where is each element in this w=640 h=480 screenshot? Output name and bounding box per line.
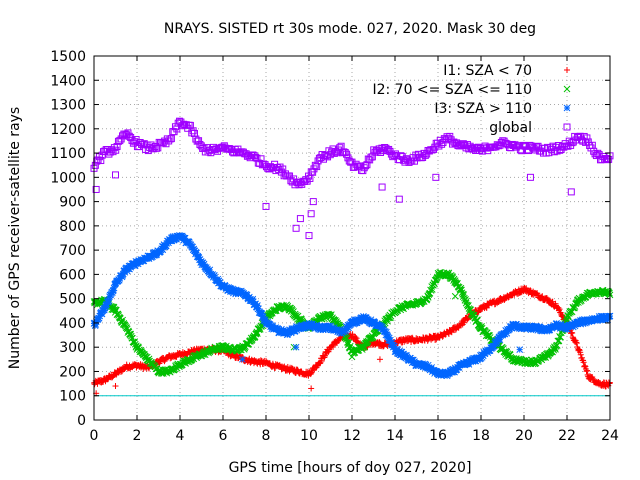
x-tick-label: 4 (176, 428, 185, 444)
point-0 (432, 336, 439, 343)
outlier-point (238, 355, 246, 363)
y-tick-label: 400 (59, 316, 86, 332)
point-0 (308, 369, 315, 376)
outlier-point (378, 183, 386, 191)
grid-lines (94, 56, 610, 420)
y-tick-label: 100 (59, 389, 86, 405)
chart-title: NRAYS. SISTED rt 30s mode. 027, 2020. Ma… (164, 21, 536, 37)
outlier-point (305, 232, 313, 240)
x-tick-label: 24 (601, 428, 619, 444)
x-tick-label: 10 (300, 428, 318, 444)
legend-marker (564, 67, 570, 73)
point-0 (569, 330, 576, 337)
y-tick-label: 0 (77, 413, 86, 429)
legend-label: I1: SZA < 70 (443, 63, 532, 79)
point-0 (577, 351, 584, 358)
y-tick-label: 900 (59, 195, 86, 211)
legend-label: global (489, 120, 532, 136)
point-0 (584, 367, 591, 374)
x-tick-label: 18 (472, 428, 490, 444)
point-0 (461, 319, 468, 326)
legend-label: I3: SZA > 110 (434, 101, 532, 117)
x-tick-label: 12 (343, 428, 361, 444)
x-axis-label: GPS time [hours of doy 027, 2020] (229, 460, 472, 476)
point-1 (131, 338, 139, 345)
y-tick-label: 800 (59, 219, 86, 235)
point-0 (352, 334, 359, 341)
outlier-point (296, 215, 304, 223)
x-tick-label: 6 (219, 428, 228, 444)
y-tick-label: 1500 (50, 49, 86, 65)
y-tick-label: 1200 (50, 122, 86, 138)
point-0 (576, 346, 583, 353)
outlier-point (112, 171, 119, 179)
legend-marker (563, 85, 571, 93)
point-0 (321, 354, 328, 361)
point-0 (580, 359, 587, 366)
outlier-point (395, 195, 403, 203)
x-tick-label: 14 (386, 428, 404, 444)
x-tick-label: 22 (558, 428, 576, 444)
point-0 (527, 287, 534, 294)
y-tick-label: 500 (59, 292, 86, 308)
point-1 (123, 324, 131, 331)
outlier-point (516, 346, 524, 353)
x-tick-label: 20 (515, 428, 533, 444)
point-0 (555, 304, 562, 311)
outlier-point (112, 383, 119, 390)
outlier-point (292, 343, 300, 351)
point-0 (573, 340, 580, 347)
outlier-point (451, 292, 459, 300)
outlier-point (307, 210, 315, 218)
y-tick-label: 200 (59, 364, 86, 380)
point-0 (318, 358, 325, 365)
x-tick-label: 0 (90, 428, 99, 444)
tick-labels: 0 2 4 6 8 10 12 14 16 18 20 22 240100200300400500600… (50, 49, 619, 444)
y-tick-label: 1300 (50, 98, 86, 114)
point-0 (582, 363, 589, 370)
point-0 (161, 358, 168, 365)
point-1 (127, 332, 135, 340)
legend: I1: SZA < 70 I2: 70 <= SZA <= 110 I3: SZA … (372, 63, 571, 136)
y-tick-label: 1400 (50, 73, 86, 89)
y-tick-label: 300 (59, 340, 86, 356)
outlier-point (308, 385, 315, 392)
series-1 (90, 269, 614, 377)
x-tick-label: 8 (262, 428, 271, 444)
y-axis-label: Number of GPS receiver-satellite rays (7, 107, 23, 369)
point-1 (127, 330, 135, 338)
point-0 (606, 380, 613, 387)
outlier-point (432, 173, 440, 181)
outlier-point (309, 198, 317, 206)
x-tick-label: 2 (133, 428, 142, 444)
y-tick-label: 1100 (50, 146, 86, 162)
y-tick-label: 600 (59, 267, 86, 283)
point-0 (353, 335, 360, 342)
outlier-point (376, 356, 383, 363)
y-tick-label: 1000 (50, 170, 86, 186)
point-0 (589, 375, 596, 382)
y-tick-label: 700 (59, 243, 86, 259)
legend-marker (563, 104, 571, 112)
point-0 (581, 362, 588, 369)
point-0 (573, 339, 580, 346)
point-0 (556, 306, 563, 313)
data-points (90, 117, 614, 397)
point-0 (330, 343, 337, 350)
point-0 (583, 368, 590, 375)
x-tick-label: 16 (429, 428, 447, 444)
legend-label: I2: 70 <= SZA <= 110 (372, 82, 532, 98)
outlier-point (567, 188, 575, 196)
